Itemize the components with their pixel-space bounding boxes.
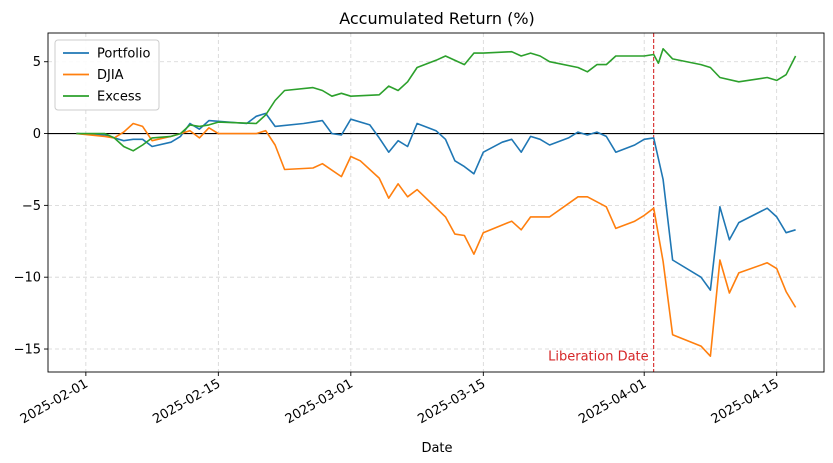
y-tick-label: 5 xyxy=(33,55,41,70)
liberation-date-label: Liberation Date xyxy=(548,350,649,365)
legend-box xyxy=(54,39,160,111)
series-line-excess xyxy=(76,48,797,152)
y-tick-label: −5 xyxy=(22,199,41,214)
y-tick-label: −15 xyxy=(14,343,41,358)
x-axis-label: Date xyxy=(421,441,452,456)
legend-label-djia: DJIA xyxy=(97,68,124,83)
series-line-portfolio xyxy=(76,112,796,291)
y-tick-label: 0 xyxy=(33,127,41,142)
series-line-djia xyxy=(76,122,797,357)
chart-title: Accumulated Return (%) xyxy=(339,9,535,28)
legend: Portfolio DJIA Excess xyxy=(54,39,160,111)
legend-label-portfolio: Portfolio xyxy=(97,47,151,62)
legend-label-excess: Excess xyxy=(97,90,142,105)
y-tick-label: −10 xyxy=(14,271,41,286)
plot-frame xyxy=(47,32,825,373)
plot-area: Liberation Date xyxy=(48,33,824,372)
